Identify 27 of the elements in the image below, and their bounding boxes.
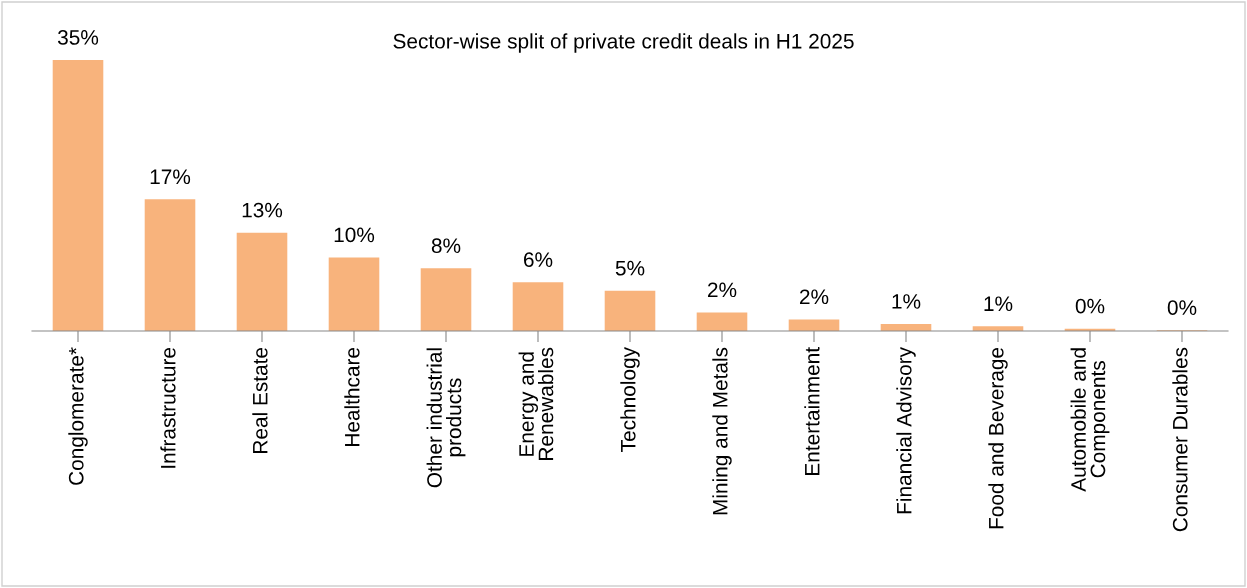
data-label: 1% (892, 294, 921, 309)
chart-title: Sector-wise split of private credit deals in H1 2025 (393, 33, 854, 53)
x-tick-label: Infrastructure (160, 347, 176, 468)
data-label: 35% (57, 30, 99, 45)
data-label: 2% (707, 282, 737, 298)
x-tick-label: Automobile and Components (1070, 348, 1110, 492)
data-label: 0% (1167, 300, 1197, 315)
x-tick-label: Conglomerate* (68, 347, 88, 485)
x-tick-label: Food and Beverage (988, 347, 1008, 529)
data-label: 10% (334, 227, 375, 243)
x-tick-label: Healthcare (344, 347, 360, 447)
data-label: 6% (524, 252, 553, 267)
x-tick-label: Real Estate (252, 347, 268, 453)
data-label: 2% (799, 289, 829, 305)
data-label: 5% (615, 260, 645, 276)
data-label: 1% (984, 296, 1013, 312)
data-label: 8% (431, 238, 461, 254)
x-tick-label: Consumer Durables (1172, 347, 1188, 532)
x-tick-label: Energy and Renewables (518, 347, 554, 460)
x-tick-label: Financial Advisory (896, 347, 916, 514)
x-tick-label: Entertainment (804, 347, 820, 475)
data-label: 17% (150, 169, 191, 185)
data-label: 0% (1075, 298, 1105, 314)
x-tick-label: Mining and Metals (712, 347, 732, 515)
data-label: 13% (242, 202, 283, 218)
x-tick-label: Other industrial products (426, 348, 466, 488)
x-tick-label: Technology (620, 347, 640, 452)
